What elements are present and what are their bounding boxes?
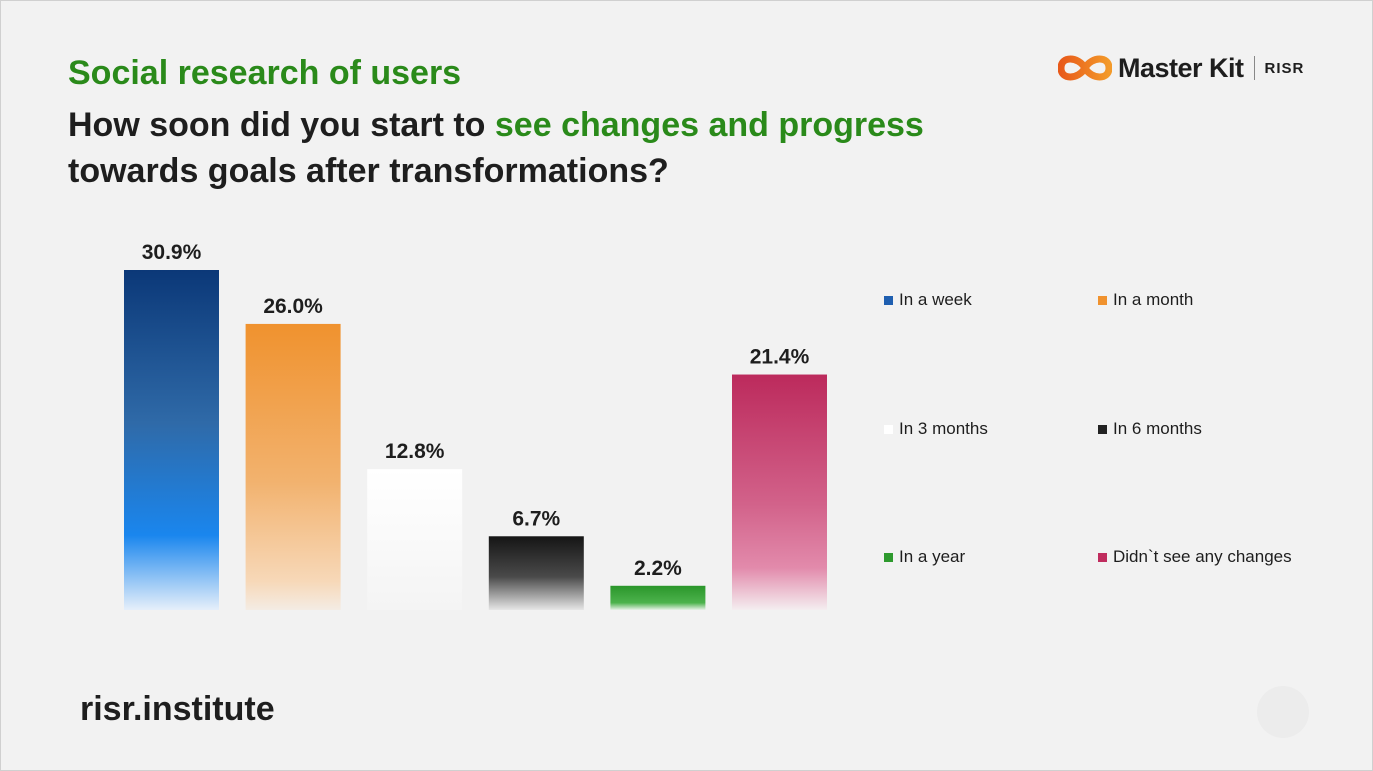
legend-label: In a year [899,547,966,566]
corner-decoration [1257,686,1309,738]
legend-item: In 6 months [1098,419,1202,439]
data-label: 30.9% [142,241,202,264]
legend-label: In a week [899,290,972,309]
title-text-part1: How soon did you start to [68,106,495,144]
bar-in-a-month [245,323,341,610]
title-highlight: see changes and progress [494,106,924,144]
master-kit-logo: Master Kit RISR [1058,50,1304,86]
legend-item: In 3 months [884,419,988,439]
legend-item: In a month [1098,290,1193,310]
bar-didn-t-see-any-changes [732,374,827,610]
bar-in-6-months [488,536,584,610]
logo-brand-text: Master Kit [1118,52,1244,83]
logo-divider [1253,56,1255,80]
section-subtitle: Social research of users [68,54,462,92]
legend-item: Didn`t see any changes [1098,547,1292,567]
legend-label: In 3 months [899,419,988,438]
bar-in-a-week [124,270,219,610]
legend-swatch [884,424,893,434]
legend-item: In a week [884,290,972,310]
page-title: How soon did you start to see changes an… [68,102,968,194]
bar-chart: 30.9% 26.0% 12.8% 6.7% 2.2% 21.4% [124,241,827,610]
chart-legend: In a week In a month In 3 months In 6 month… [884,290,1344,580]
legend-label: In a month [1113,290,1194,309]
footer-site: risr.institute [80,690,275,728]
legend-swatch [1098,552,1107,562]
data-label: 26.0% [263,295,323,318]
bar-in-3-months [367,469,463,610]
legend-swatch [1098,295,1107,305]
data-label: 21.4% [750,346,810,369]
legend-label: Didn`t see any changes [1113,547,1292,566]
data-label: 6.7% [512,507,560,530]
title-text-part2: towards goals after transformations? [68,152,669,190]
legend-label: In 6 months [1113,419,1202,438]
data-label: 2.2% [634,557,682,580]
legend-item: In a year [884,547,965,567]
legend-swatch [1098,424,1107,434]
bar-in-a-year [610,585,706,610]
logo-org-text: RISR [1264,59,1305,77]
infinity-logo-icon [1058,55,1112,81]
legend-swatch [884,295,893,305]
legend-swatch [884,552,893,562]
data-label: 12.8% [385,440,445,463]
